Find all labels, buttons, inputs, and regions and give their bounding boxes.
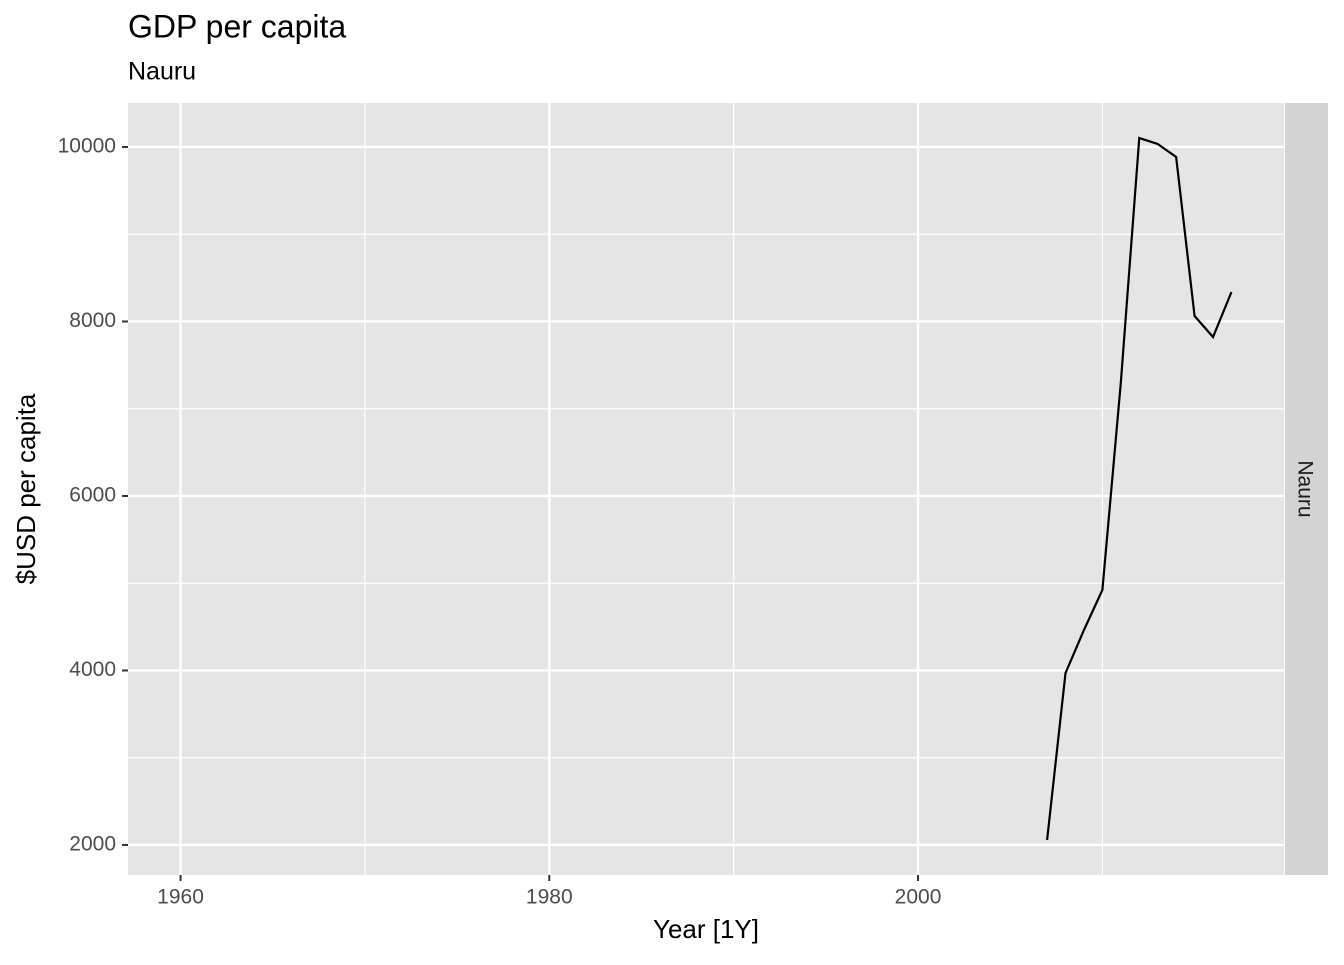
x-axis-title: Year [1Y]	[653, 914, 759, 944]
facet-strip	[1285, 103, 1328, 875]
chart-subtitle: Nauru	[128, 58, 196, 86]
y-tick-label: 8000	[69, 309, 116, 332]
x-tick-label: 1960	[157, 886, 204, 909]
y-axis-title: $USD per capita	[11, 393, 41, 584]
line	[1045, 136, 1233, 841]
y-tick-label: 2000	[69, 833, 116, 856]
y-tick-label: 6000	[69, 484, 116, 507]
y-tick-label: 4000	[69, 658, 116, 681]
x-tick-label: 1980	[526, 886, 573, 909]
y-tick-label: 10000	[58, 135, 116, 158]
facet-label: Nauru	[1293, 460, 1316, 517]
chart-title: GDP per capita	[128, 8, 346, 44]
x-tick-label: 2000	[895, 886, 942, 909]
panel	[128, 103, 1284, 875]
